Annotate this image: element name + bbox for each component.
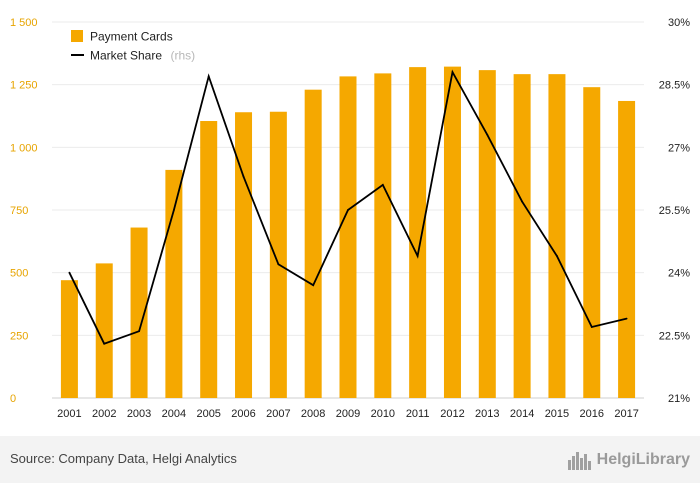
point-2014 [521,200,524,203]
x-tick-label: 2015 [545,408,569,420]
bar-2002 [95,263,113,398]
point-2006 [242,175,245,178]
right-tick-label: 27% [668,142,690,154]
left-tick-label: 750 [10,205,28,217]
left-tick-label: 250 [10,330,28,342]
point-2016 [590,326,593,328]
point-2009 [347,209,349,211]
point-2013 [486,133,489,136]
legend-market-share-note: (rhs) [170,49,195,63]
x-tick-label: 2004 [162,408,186,420]
bar-2007 [269,111,287,398]
x-tick-label: 2014 [510,408,534,420]
point-2010 [381,184,384,186]
bar-series-payment-cards [60,66,636,399]
right-axis-ticks: 21% 22.5% 24% 25.5% 27% 28.5% 30% [659,17,690,405]
bar-2017 [618,100,636,399]
footer: Source: Company Data, Helgi Analytics He… [0,436,700,483]
bar-2012 [443,66,461,399]
x-tick-label: 2005 [196,408,220,420]
brand-logo: HelgiLibrary [567,448,690,472]
point-2008 [312,284,315,287]
point-2003 [138,330,140,333]
point-2002 [103,342,106,345]
x-tick-label: 2007 [266,408,290,420]
bar-2014 [513,74,531,398]
city-skyline-icon [567,452,591,470]
left-axis-ticks: 0 250 500 750 1 000 1 250 1 500 [10,17,38,405]
left-tick-label: 0 [10,393,16,405]
x-tick-label: 2008 [301,408,325,420]
bar-2015 [548,74,566,398]
left-tick-label: 1 500 [10,17,38,29]
legend-market-share-name: Market Share [90,49,162,63]
right-tick-label: 30% [668,17,690,29]
point-2001 [68,271,71,274]
x-tick-label: 2001 [57,408,81,420]
x-tick-label: 2009 [336,408,360,420]
legend-label-payment-cards: Payment Cards [90,30,173,44]
point-2012 [451,71,454,74]
point-2004 [172,209,175,211]
bar-2001 [60,280,78,398]
left-tick-label: 500 [10,268,28,280]
point-2005 [207,75,210,78]
bar-2006 [235,112,253,399]
source-note: Source: Company Data, Helgi Analytics [10,451,237,466]
x-axis-ticks: 2001 2002 2003 2004 2005 2006 2007 2008 2009 2010… [57,408,639,420]
right-tick-label: 25.5% [659,205,690,217]
x-tick-label: 2010 [371,408,395,420]
left-tick-label: 1 000 [10,142,38,154]
left-tick-label: 1 250 [10,80,38,92]
line-series-market-share [68,69,628,345]
bar-2005 [200,121,218,398]
bar-2009 [339,76,357,399]
x-tick-label: 2017 [614,408,638,420]
bar-2016 [583,87,601,398]
x-tick-label: 2011 [406,408,430,420]
x-tick-label: 2006 [231,408,255,420]
legend-label-market-share: Market Share (rhs) [90,47,195,64]
brand-name: HelgiLibrary [596,451,690,468]
legend-swatch-payment-cards [71,30,83,42]
bar-2003 [130,227,148,398]
point-2007 [277,263,280,266]
x-tick-label: 2002 [92,408,116,420]
bar-2010 [374,73,392,399]
bar-2011 [409,67,427,399]
legend: Payment Cards Market Share (rhs) [71,30,195,64]
point-2011 [416,255,419,257]
x-tick-label: 2003 [127,408,151,420]
point-2017 [625,317,628,320]
right-tick-label: 21% [668,393,690,405]
x-tick-label: 2012 [440,408,464,420]
x-tick-label: 2016 [580,408,604,420]
bar-2004 [165,169,183,398]
right-tick-label: 28.5% [659,80,690,92]
bar-2008 [304,89,322,399]
right-tick-label: 24% [668,268,690,280]
point-2015 [556,255,558,257]
x-tick-label: 2013 [475,408,499,420]
bar-2013 [478,70,496,399]
right-tick-label: 22.5% [659,330,690,342]
